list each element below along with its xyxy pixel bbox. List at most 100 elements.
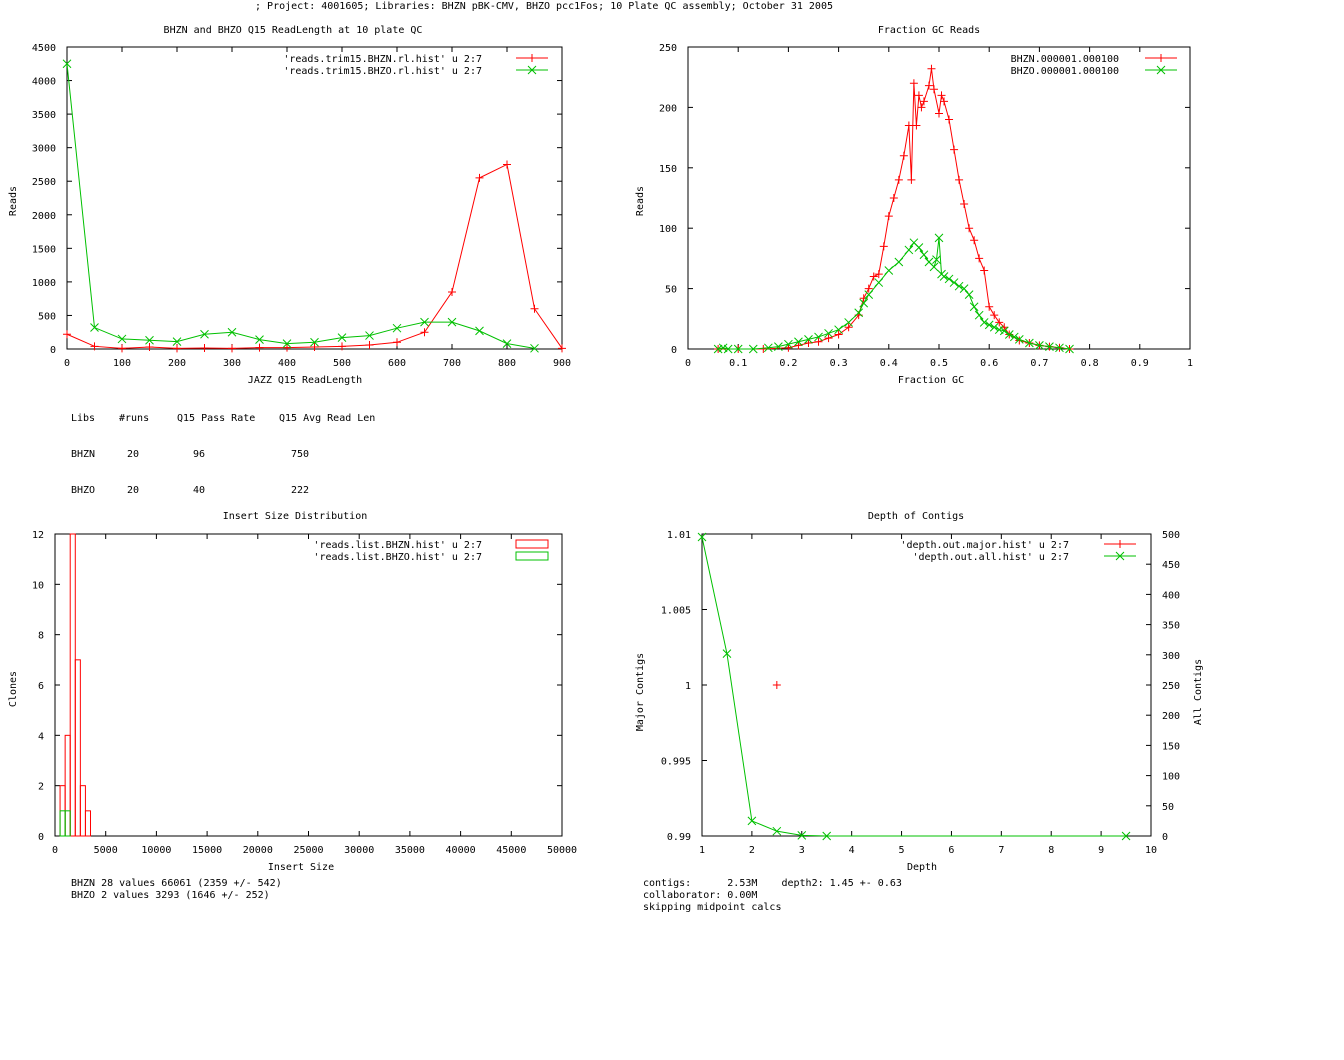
y-tick-label: 250	[659, 43, 677, 54]
y2-tick-label: 450	[1162, 560, 1180, 571]
y2-tick-label: 300	[1162, 651, 1180, 662]
data-point	[804, 338, 813, 347]
data-point	[949, 278, 959, 287]
y-tick-label: 12	[32, 530, 44, 541]
data-point	[722, 649, 732, 658]
data-point	[172, 337, 182, 346]
y-tick-label: 200	[659, 103, 677, 114]
data-point	[794, 341, 803, 350]
stats-cell: 750	[291, 449, 310, 460]
y-tick-label: 1500	[32, 244, 56, 255]
x-tick-label: 0.5	[930, 358, 948, 369]
readlength-chart: BHZN and BHZO Q15 ReadLength at 10 plate…	[8, 25, 571, 386]
data-point	[899, 151, 908, 160]
x-tick-label: 300	[223, 358, 241, 369]
legend-marker	[1115, 551, 1125, 561]
data-point	[475, 326, 484, 336]
data-point	[503, 160, 511, 169]
data-point	[834, 325, 843, 335]
x-tick-label: 700	[443, 358, 461, 369]
depth-of-contigs-chart: Depth of Contigs Depth Major Contigs All Co…	[635, 511, 1204, 873]
data-point	[228, 344, 236, 353]
stats-cell: BHZN	[71, 449, 96, 460]
chart-title: Fraction GC Reads	[878, 25, 980, 36]
data-point	[763, 343, 773, 353]
series-0	[714, 64, 1074, 353]
y-tick-label: 3000	[32, 144, 56, 155]
data-point	[914, 91, 923, 100]
data-point	[365, 331, 374, 340]
y-tick-label: 50	[665, 285, 677, 296]
x-tick-label: 15000	[192, 845, 222, 856]
data-point	[929, 85, 938, 94]
data-point	[879, 242, 888, 251]
stats-header-pass-rate: Q15 Pass Rate	[177, 413, 256, 424]
data-point	[904, 121, 913, 130]
data-point	[365, 340, 374, 349]
data-point	[940, 97, 949, 106]
x-tick-label: 10	[1145, 845, 1157, 856]
legend-swatch	[515, 551, 549, 561]
x-tick-label: 9	[1098, 845, 1104, 856]
page-title: ; Project: 4001605; Libraries: BHZN pBK-…	[255, 1, 833, 12]
series-1	[713, 233, 1074, 354]
data-point	[939, 272, 949, 281]
x-tick-label: 5	[899, 845, 905, 856]
x-tick-label: 800	[498, 358, 516, 369]
series-1	[62, 59, 539, 353]
data-point	[985, 302, 994, 311]
stats-cell: 40	[193, 485, 206, 496]
data-point	[924, 81, 933, 90]
data-point	[448, 287, 456, 296]
depth-note-contigs: contigs: 2.53M depth2: 1.45 +- 0.63	[643, 878, 902, 889]
data-point	[932, 255, 941, 264]
data-point	[894, 257, 904, 267]
y2-tick-label: 0	[1162, 832, 1168, 843]
data-point	[420, 328, 429, 337]
data-point	[283, 343, 291, 352]
x-tick-label: 400	[278, 358, 296, 369]
stats-row-bhzo: BHZO 20 40 222	[71, 485, 375, 497]
legend-marker	[1156, 65, 1166, 75]
y-tick-label: 1000	[32, 278, 56, 289]
y-tick-label: 2	[38, 782, 44, 793]
data-point	[1014, 334, 1024, 344]
data-point	[1009, 332, 1019, 342]
data-point	[797, 831, 807, 840]
depth-note-collaborator: collaborator: 0.00M	[643, 890, 758, 901]
series-0	[772, 681, 781, 689]
fraction-gc-chart: Fraction GC Reads Fraction GC Reads 0 0.1 0.2…	[635, 25, 1193, 386]
y-tick-label: 4000	[32, 77, 56, 88]
data-point	[974, 310, 984, 320]
data-point	[884, 266, 894, 275]
data-point	[502, 339, 512, 348]
legend-label: BHZO.000001.000100	[1011, 66, 1119, 77]
data-point	[912, 121, 921, 130]
x-tick-label: 7	[998, 845, 1004, 856]
x-tick-label: 45000	[496, 845, 526, 856]
y-tick-label: 4	[38, 731, 44, 742]
data-point	[1121, 831, 1131, 841]
data-point	[864, 284, 873, 293]
data-point	[1045, 342, 1054, 351]
insert-note-bhzo: BHZO 2 values 3293 (1646 +/- 252)	[71, 890, 270, 901]
data-point	[1004, 330, 1014, 339]
insert-size-notes: BHZN 28 values 66061 (2359 +/- 542) BHZO …	[71, 878, 282, 902]
data-point	[475, 173, 484, 182]
data-point	[989, 322, 999, 332]
legend-marker	[1116, 540, 1124, 548]
data-point	[999, 326, 1009, 336]
y-tick-label: 500	[38, 311, 56, 322]
y-tick-label: 1.01	[667, 530, 691, 541]
data-point	[774, 342, 783, 351]
y-tick-label: 1.005	[661, 606, 691, 617]
data-point	[145, 342, 154, 351]
data-point	[255, 335, 264, 344]
readlength-stats-table: Libs #runs Q15 Pass Rate Q15 Avg Read Len B…	[71, 389, 375, 509]
data-point	[869, 272, 878, 281]
y-tick-label: 150	[659, 164, 677, 175]
x-axis-label: Depth	[907, 862, 937, 873]
stats-header-row: Libs #runs Q15 Pass Rate Q15 Avg Read Len	[71, 413, 375, 425]
data-point	[980, 266, 989, 275]
